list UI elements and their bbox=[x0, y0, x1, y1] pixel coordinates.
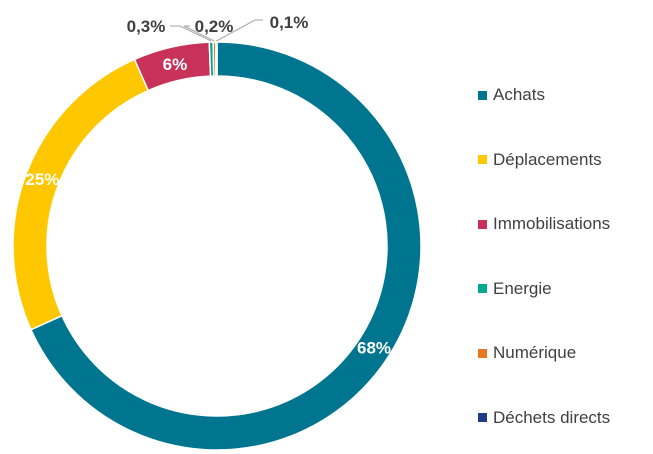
data-labels: 68% 25% 6% 0,3% 0,2% 0,1% bbox=[25, 13, 391, 358]
leader-line-dechets-directs bbox=[216, 19, 263, 42]
legend-item-energie: Energie bbox=[478, 257, 648, 322]
legend: Achats Déplacements Immobilisations Ener… bbox=[478, 63, 648, 450]
legend-label-dechets-directs: Déchets directs bbox=[493, 407, 611, 427]
slice-achats bbox=[29, 41, 422, 451]
legend-swatch-achats bbox=[478, 90, 487, 100]
leader-lines bbox=[170, 19, 263, 42]
data-label-achats: 68% bbox=[357, 339, 391, 358]
data-label-energie: 0,3% bbox=[127, 17, 166, 36]
donut-chart: 68% 25% 6% 0,3% 0,2% 0,1% bbox=[12, 13, 422, 451]
legend-item-numerique: Numérique bbox=[478, 321, 648, 386]
legend-item-immobilisations: Immobilisations bbox=[478, 192, 648, 257]
data-label-dechets-directs: 0,1% bbox=[270, 13, 309, 32]
legend-swatch-energie bbox=[478, 284, 487, 294]
legend-swatch-numerique bbox=[478, 348, 487, 358]
legend-item-dechets-directs: Déchets directs bbox=[478, 386, 648, 451]
legend-label-immobilisations: Immobilisations bbox=[493, 214, 611, 234]
leader-line-energie bbox=[170, 25, 212, 42]
slice-deplacements bbox=[12, 58, 150, 331]
slice-dechets-directs bbox=[214, 41, 218, 77]
legend-label-achats: Achats bbox=[493, 85, 545, 105]
legend-swatch-deplacements bbox=[478, 155, 487, 165]
legend-item-deplacements: Déplacements bbox=[478, 128, 648, 193]
data-label-numerique: 0,2% bbox=[195, 17, 234, 36]
legend-item-achats: Achats bbox=[478, 63, 648, 128]
legend-swatch-immobilisations bbox=[478, 219, 487, 229]
data-label-deplacements: 25% bbox=[25, 170, 59, 189]
legend-label-energie: Energie bbox=[493, 278, 552, 298]
data-label-immobilisations: 6% bbox=[163, 55, 188, 74]
legend-label-numerique: Numérique bbox=[493, 343, 577, 363]
leader-line-numerique bbox=[183, 25, 215, 42]
legend-label-deplacements: Déplacements bbox=[493, 149, 602, 169]
legend-swatch-dechets-directs bbox=[478, 413, 487, 423]
donut-slices bbox=[12, 41, 422, 451]
